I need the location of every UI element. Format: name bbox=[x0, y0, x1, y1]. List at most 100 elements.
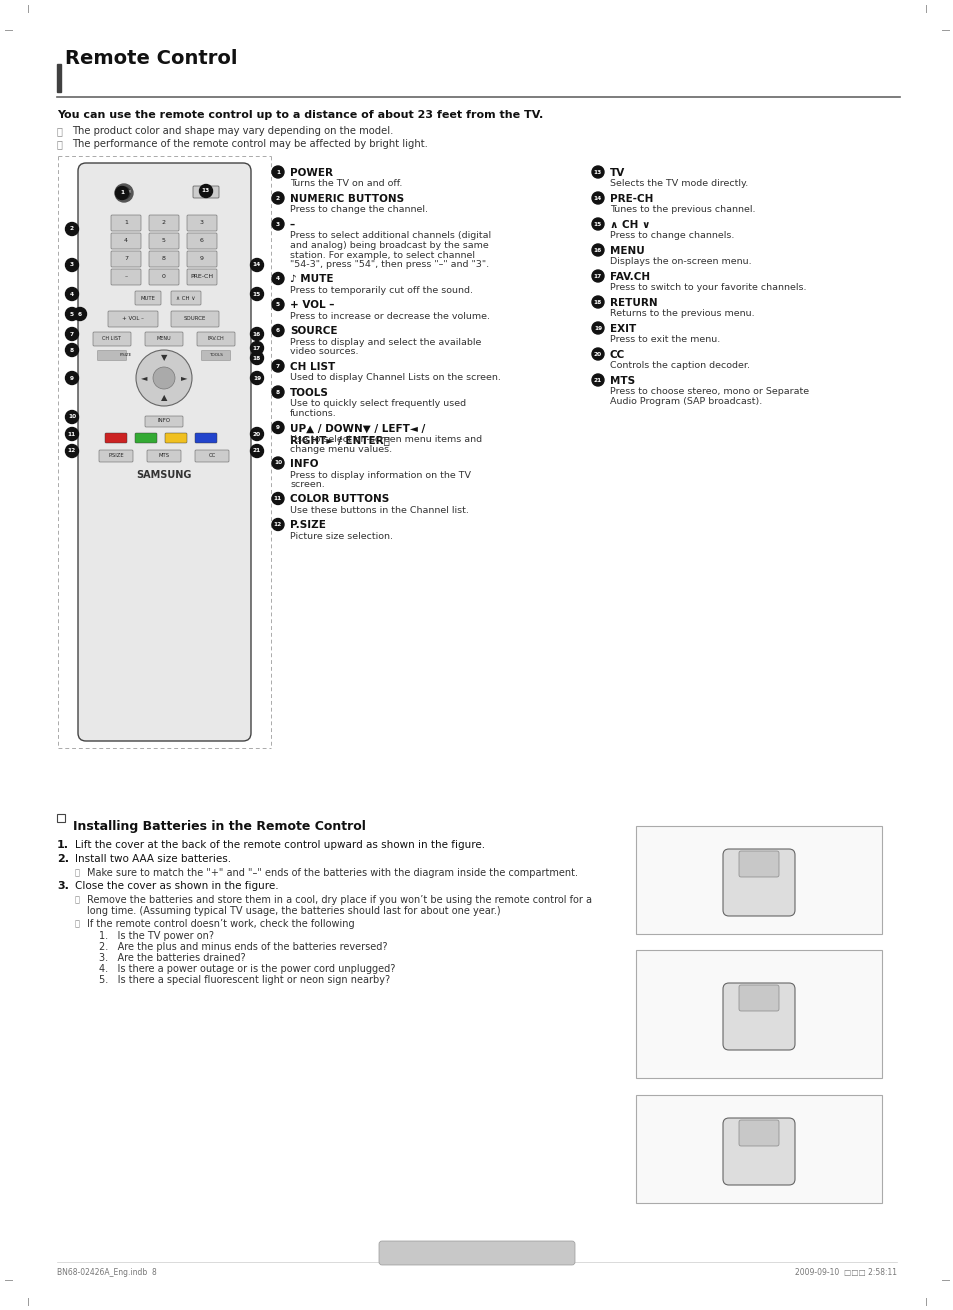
Circle shape bbox=[66, 444, 78, 457]
Text: 13: 13 bbox=[594, 169, 601, 174]
Text: 1.   Is the TV power on?: 1. Is the TV power on? bbox=[99, 931, 213, 941]
Text: 8: 8 bbox=[70, 347, 74, 352]
Text: 1: 1 bbox=[275, 169, 280, 174]
Text: change menu values.: change menu values. bbox=[290, 444, 392, 453]
Text: TV: TV bbox=[609, 168, 624, 178]
Circle shape bbox=[592, 166, 603, 178]
Text: 18: 18 bbox=[253, 355, 261, 360]
Circle shape bbox=[251, 351, 263, 364]
Text: NUMERIC BUTTONS: NUMERIC BUTTONS bbox=[290, 194, 404, 204]
Text: 8: 8 bbox=[162, 257, 166, 262]
Circle shape bbox=[592, 217, 603, 231]
Text: "54-3", press "54", then press "–" and "3".: "54-3", press "54", then press "–" and "… bbox=[290, 259, 489, 269]
Text: 19: 19 bbox=[594, 325, 601, 330]
Text: ⓘ: ⓘ bbox=[75, 920, 80, 927]
Text: 4.   Is there a power outage or is the power cord unplugged?: 4. Is there a power outage or is the pow… bbox=[99, 964, 395, 975]
Text: 3: 3 bbox=[275, 221, 280, 227]
Circle shape bbox=[73, 308, 87, 321]
Circle shape bbox=[66, 427, 78, 440]
Circle shape bbox=[272, 325, 284, 337]
Text: ⓘ: ⓘ bbox=[75, 869, 80, 876]
Text: 11: 11 bbox=[274, 496, 282, 500]
Text: Used to display Channel Lists on the screen.: Used to display Channel Lists on the scr… bbox=[290, 373, 500, 383]
Bar bbox=[57, 814, 65, 821]
FancyBboxPatch shape bbox=[194, 434, 216, 443]
Text: 3.   Are the batteries drained?: 3. Are the batteries drained? bbox=[99, 952, 245, 963]
Text: video sources.: video sources. bbox=[290, 347, 358, 356]
Text: PRE-CH: PRE-CH bbox=[609, 194, 653, 204]
FancyBboxPatch shape bbox=[378, 1241, 575, 1265]
Text: Press to change channels.: Press to change channels. bbox=[609, 232, 734, 241]
Text: Press to display information on the TV: Press to display information on the TV bbox=[290, 470, 471, 479]
Circle shape bbox=[251, 258, 263, 271]
FancyBboxPatch shape bbox=[171, 310, 219, 328]
Text: 5: 5 bbox=[70, 312, 74, 317]
Text: 2: 2 bbox=[275, 195, 280, 200]
FancyBboxPatch shape bbox=[187, 269, 216, 286]
Text: 16: 16 bbox=[594, 248, 601, 253]
Text: Lift the cover at the back of the remote control upward as shown in the figure.: Lift the cover at the back of the remote… bbox=[75, 840, 485, 850]
Bar bbox=[636, 1095, 882, 1203]
FancyBboxPatch shape bbox=[135, 434, 157, 443]
Text: 12: 12 bbox=[68, 448, 76, 453]
Text: Displays the on-screen menu.: Displays the on-screen menu. bbox=[609, 258, 751, 266]
Text: 4: 4 bbox=[70, 292, 74, 296]
FancyBboxPatch shape bbox=[111, 215, 141, 231]
Circle shape bbox=[66, 410, 78, 423]
Text: 21: 21 bbox=[594, 377, 601, 383]
Text: 18: 18 bbox=[594, 300, 601, 304]
Text: CC: CC bbox=[609, 350, 624, 360]
Text: P.SIZE: P.SIZE bbox=[290, 520, 326, 531]
Text: Installing Batteries in the Remote Control: Installing Batteries in the Remote Contr… bbox=[73, 820, 366, 833]
FancyBboxPatch shape bbox=[97, 351, 127, 360]
Text: Press to choose stereo, mono or Separate: Press to choose stereo, mono or Separate bbox=[609, 388, 808, 397]
Text: screen.: screen. bbox=[290, 479, 324, 489]
Circle shape bbox=[66, 258, 78, 271]
FancyBboxPatch shape bbox=[187, 215, 216, 231]
FancyBboxPatch shape bbox=[194, 451, 229, 462]
Text: ⓘ: ⓘ bbox=[57, 126, 63, 136]
Text: ▲: ▲ bbox=[161, 393, 167, 402]
FancyBboxPatch shape bbox=[722, 982, 794, 1051]
Text: ►: ► bbox=[180, 373, 187, 383]
FancyBboxPatch shape bbox=[149, 233, 179, 249]
Text: INFO: INFO bbox=[157, 418, 171, 423]
Circle shape bbox=[272, 386, 284, 398]
Text: POWER: POWER bbox=[116, 190, 132, 194]
Text: Close the cover as shown in the figure.: Close the cover as shown in the figure. bbox=[75, 882, 278, 891]
Text: SAMSUNG: SAMSUNG bbox=[136, 470, 192, 479]
Circle shape bbox=[118, 187, 130, 199]
Text: 5: 5 bbox=[162, 238, 166, 244]
Text: 20: 20 bbox=[594, 351, 601, 356]
Text: 15: 15 bbox=[594, 221, 601, 227]
Text: The product color and shape may vary depending on the model.: The product color and shape may vary dep… bbox=[71, 126, 393, 136]
Circle shape bbox=[272, 493, 284, 504]
Bar bbox=[636, 950, 882, 1078]
Bar bbox=[636, 827, 882, 934]
Text: 2009-09-10  □□□ 2:58:11: 2009-09-10 □□□ 2:58:11 bbox=[794, 1268, 896, 1277]
FancyBboxPatch shape bbox=[111, 233, 141, 249]
Text: 9: 9 bbox=[70, 376, 74, 380]
Text: Press to change the channel.: Press to change the channel. bbox=[290, 206, 428, 215]
Text: MENU: MENU bbox=[609, 246, 644, 255]
FancyBboxPatch shape bbox=[171, 291, 201, 305]
Text: 4: 4 bbox=[275, 276, 280, 282]
Text: FAV.CH: FAV.CH bbox=[208, 335, 224, 341]
Text: Press to switch to your favorite channels.: Press to switch to your favorite channel… bbox=[609, 283, 805, 292]
Circle shape bbox=[115, 186, 129, 199]
Text: + VOL –: + VOL – bbox=[122, 316, 144, 321]
Text: INFO: INFO bbox=[290, 458, 318, 469]
Circle shape bbox=[592, 348, 603, 360]
Text: The performance of the remote control may be affected by bright light.: The performance of the remote control ma… bbox=[71, 139, 428, 149]
Circle shape bbox=[251, 328, 263, 341]
Text: CH LIST: CH LIST bbox=[102, 335, 121, 341]
Text: Returns to the previous menu.: Returns to the previous menu. bbox=[609, 309, 754, 318]
Text: 0: 0 bbox=[162, 275, 166, 279]
Text: Press to display and select the available: Press to display and select the availabl… bbox=[290, 338, 481, 347]
FancyBboxPatch shape bbox=[722, 849, 794, 916]
Text: 1: 1 bbox=[120, 190, 124, 195]
Text: Make sure to match the "+" and "–" ends of the batteries with the diagram inside: Make sure to match the "+" and "–" ends … bbox=[87, 869, 578, 878]
FancyBboxPatch shape bbox=[111, 269, 141, 286]
FancyBboxPatch shape bbox=[135, 291, 161, 305]
Text: P.SIZE: P.SIZE bbox=[108, 453, 124, 458]
